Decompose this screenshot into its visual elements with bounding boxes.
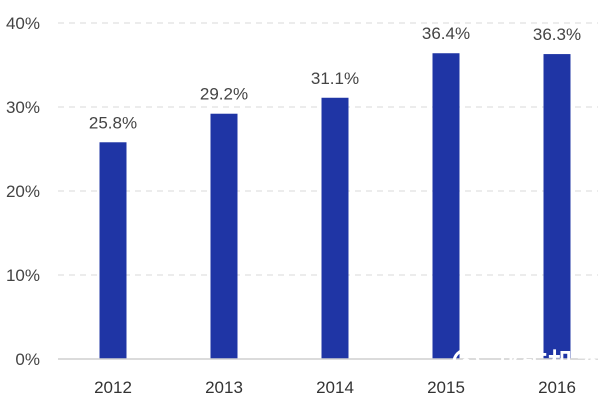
x-tick-label: 2016	[538, 378, 576, 397]
data-label: 36.4%	[422, 24, 470, 43]
watermark-registered-mark: ®	[483, 338, 494, 349]
y-tick-label: 0%	[15, 350, 40, 369]
y-tick-label: 10%	[6, 266, 40, 285]
data-label: 36.3%	[533, 25, 581, 44]
data-label: 31.1%	[311, 69, 359, 88]
y-axis-ticks: 0% 10% 20% 30% 40%	[6, 14, 40, 369]
y-tick-label: 30%	[6, 98, 40, 117]
data-label: 29.2%	[200, 85, 248, 104]
data-labels: 25.8% 29.2% 31.1% 36.4% 36.3%	[89, 24, 581, 132]
bars	[99, 53, 571, 360]
bar	[99, 142, 127, 359]
x-tick-label: 2015	[427, 378, 465, 397]
watermark: ® 郑矿机器	[449, 338, 602, 379]
x-tick-label: 2013	[205, 378, 243, 397]
gear-logo-icon	[449, 345, 483, 379]
bar	[321, 97, 349, 359]
x-axis-ticks: 2012 2013 2014 2015 2016	[94, 378, 576, 397]
x-tick-label: 2012	[94, 378, 132, 397]
y-tick-label: 20%	[6, 182, 40, 201]
watermark-text: 郑矿机器	[494, 348, 602, 379]
bar	[543, 54, 571, 360]
data-label: 25.8%	[89, 113, 137, 132]
bar	[210, 113, 238, 359]
bar	[432, 53, 460, 360]
y-tick-label: 40%	[6, 14, 40, 33]
x-tick-label: 2014	[316, 378, 354, 397]
